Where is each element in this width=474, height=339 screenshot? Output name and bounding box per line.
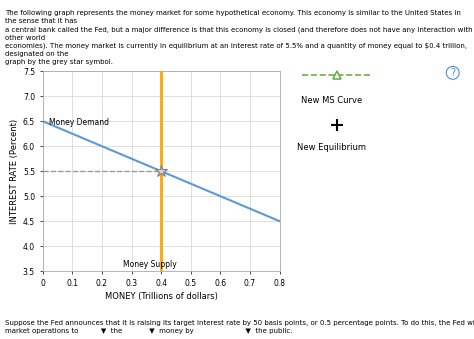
Text: New Equilibrium: New Equilibrium — [297, 143, 366, 152]
X-axis label: MONEY (Trillions of dollars): MONEY (Trillions of dollars) — [105, 292, 218, 301]
Text: The following graph represents the money market for some hypothetical economy. T: The following graph represents the money… — [5, 10, 473, 65]
Y-axis label: INTEREST RATE (Percent): INTEREST RATE (Percent) — [10, 119, 19, 224]
Text: New MS Curve: New MS Curve — [301, 96, 362, 105]
Text: Money Supply: Money Supply — [123, 260, 176, 269]
Text: ?: ? — [450, 68, 456, 78]
Text: Suppose the Fed announces that it is raising its target interest rate by 50 basi: Suppose the Fed announces that it is rai… — [5, 320, 474, 334]
Text: Money Demand: Money Demand — [48, 118, 109, 127]
